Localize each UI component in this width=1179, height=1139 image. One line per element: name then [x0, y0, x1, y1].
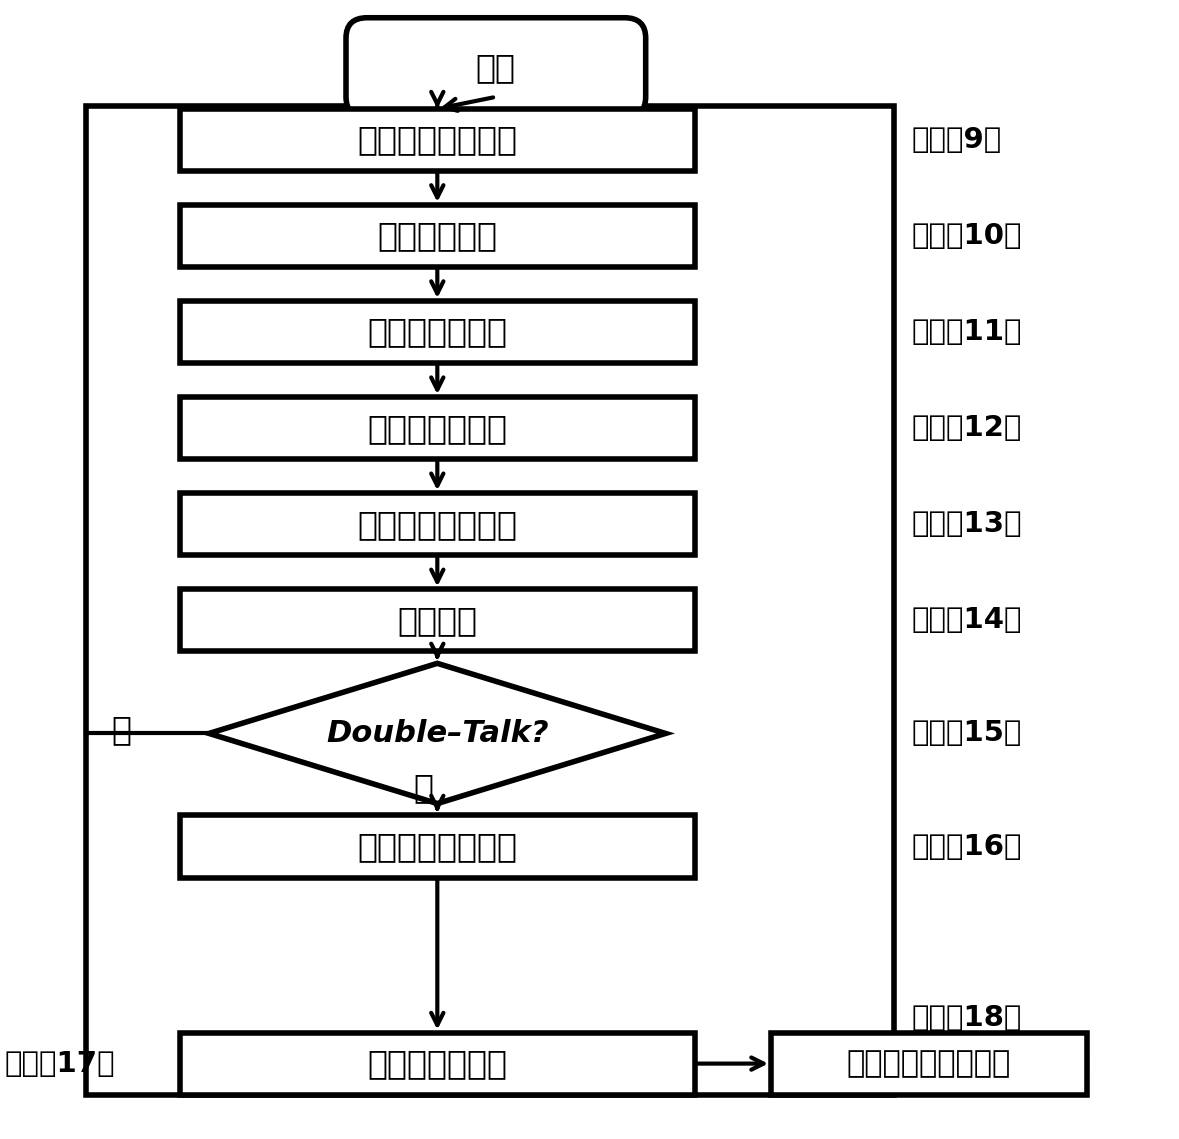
- Text: 回声抑制: 回声抑制: [397, 604, 477, 637]
- Text: 估计回声响应函数: 估计回声响应函数: [357, 508, 518, 541]
- Text: 公式（10）: 公式（10）: [911, 222, 1022, 249]
- Text: 是: 是: [414, 771, 433, 804]
- Text: 公式（14）: 公式（14）: [911, 606, 1022, 634]
- Text: 公式（9）: 公式（9）: [911, 125, 1002, 154]
- Text: 公式（18）: 公式（18）: [911, 1005, 1022, 1032]
- Text: 构造参考信号向量: 构造参考信号向量: [357, 123, 518, 156]
- FancyBboxPatch shape: [179, 398, 694, 459]
- Text: 更新语音谱估计: 更新语音谱估计: [368, 1047, 507, 1080]
- FancyBboxPatch shape: [179, 589, 694, 652]
- FancyBboxPatch shape: [179, 108, 694, 171]
- Text: 计算自相关矩阵: 计算自相关矩阵: [368, 316, 507, 349]
- Text: 公式（13）: 公式（13）: [911, 510, 1022, 539]
- Text: 语音扭曲控制因子: 语音扭曲控制因子: [357, 830, 518, 863]
- FancyBboxPatch shape: [179, 1033, 694, 1095]
- Text: 公式（12）: 公式（12）: [911, 415, 1022, 442]
- FancyBboxPatch shape: [179, 205, 694, 267]
- FancyBboxPatch shape: [345, 18, 646, 117]
- FancyBboxPatch shape: [179, 493, 694, 556]
- Text: 公式（16）: 公式（16）: [911, 833, 1022, 860]
- Text: 更新互相关向量估计: 更新互相关向量估计: [847, 1049, 1012, 1079]
- Polygon shape: [209, 663, 666, 803]
- FancyBboxPatch shape: [179, 301, 694, 363]
- Text: 计算投影向量: 计算投影向量: [377, 220, 498, 253]
- Text: 公式（17）: 公式（17）: [5, 1050, 114, 1077]
- FancyBboxPatch shape: [179, 816, 694, 878]
- Text: 公式（11）: 公式（11）: [911, 318, 1022, 346]
- FancyBboxPatch shape: [771, 1033, 1087, 1095]
- Text: Double–Talk?: Double–Talk?: [327, 719, 548, 748]
- Text: 否: 否: [111, 713, 131, 746]
- Text: 计算互相关向量: 计算互相关向量: [368, 411, 507, 444]
- Text: 公式（15）: 公式（15）: [911, 720, 1022, 747]
- Text: 开始: 开始: [476, 51, 516, 84]
